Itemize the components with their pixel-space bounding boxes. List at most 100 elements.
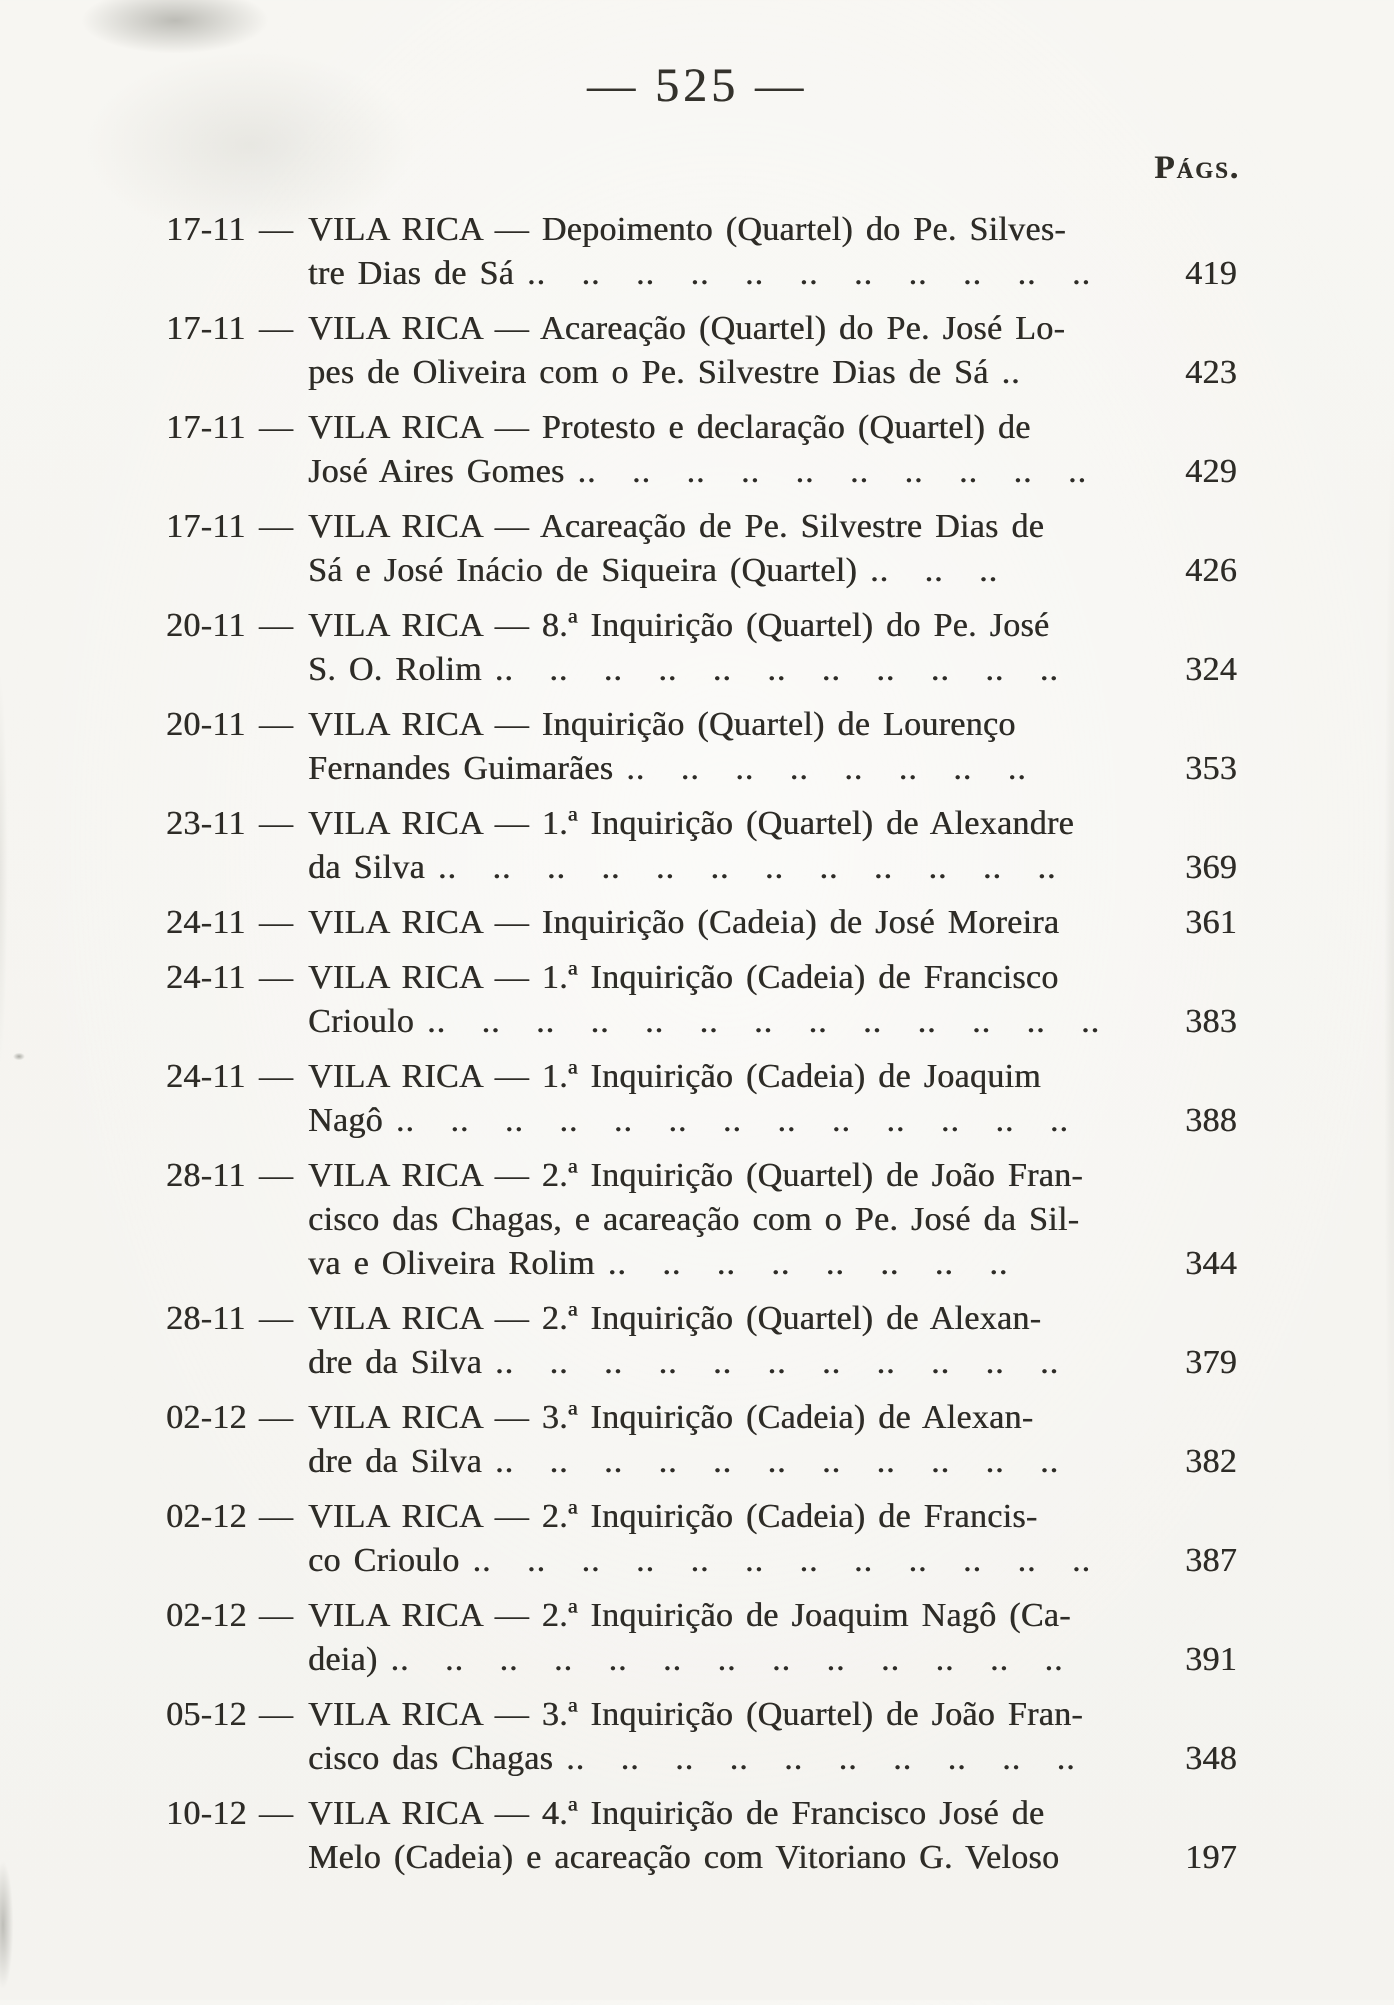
entry-dash: — bbox=[258, 1498, 294, 1535]
entry-line: Crioulo .. .. .. .. .. .. .. .. .. .. .. … bbox=[308, 1000, 1138, 1044]
entry-line-text: Melo (Cadeia) e acareação com Vitoriano … bbox=[308, 1839, 1060, 1876]
entry-line: cisco das Chagas, e acareação com o Pe. … bbox=[308, 1198, 1138, 1242]
leader-dots: .. .. .. .. .. .. .. .. bbox=[626, 750, 1027, 787]
toc-list: 17-11 — VILA RICA — Depoimento (Quartel)… bbox=[166, 208, 1237, 1891]
entry-dash: — bbox=[258, 409, 294, 446]
toc-entry: 28-11 — VILA RICA — 2.ª Inquirição (Quar… bbox=[166, 1154, 1237, 1286]
entry-text: VILA RICA — 3.ª Inquirição (Cadeia) de A… bbox=[308, 1396, 1138, 1484]
entry-line-text: VILA RICA — Inquirição (Cadeia) de José … bbox=[308, 904, 1060, 941]
entry-line-text: cisco das Chagas, e acareação com o Pe. … bbox=[308, 1201, 1080, 1238]
entry-page-number: 361 bbox=[1185, 904, 1237, 941]
entry-line-text: VILA RICA — 3.ª Inquirição (Quartel) de … bbox=[308, 1696, 1083, 1733]
entry-line-text: pes de Oliveira com o Pe. Silvestre Dias… bbox=[308, 354, 989, 391]
entry-page-number: 388 bbox=[1185, 1102, 1237, 1139]
entry-line-text: VILA RICA — Acareação de Pe. Silvestre D… bbox=[308, 508, 1045, 545]
entry-line-text: dre da Silva bbox=[308, 1443, 482, 1480]
toc-entry: 17-11 — VILA RICA — Acareação de Pe. Sil… bbox=[166, 505, 1237, 593]
leader-dots: .. .. .. .. .. .. .. .. .. .. .. bbox=[495, 1443, 1059, 1480]
entry-line: Sá e José Inácio de Siqueira (Quartel)..… bbox=[308, 549, 1138, 593]
entry-date: 24-11 bbox=[166, 959, 246, 996]
toc-entry: 10-12 — VILA RICA — 4.ª Inquirição de Fr… bbox=[166, 1792, 1237, 1880]
entry-line: va e Oliveira Rolim .. .. .. .. .. .. .. … bbox=[308, 1242, 1138, 1286]
entry-line-text: VILA RICA — 2.ª Inquirição (Quartel) de … bbox=[308, 1157, 1083, 1194]
leader-dots: .. .. .. .. .. .. .. .. .. .. .. .. .. bbox=[390, 1641, 1064, 1678]
entry-date: 28-11 bbox=[166, 1157, 246, 1194]
entry-dash: — bbox=[258, 1696, 294, 1733]
entry-page-number: 391 bbox=[1185, 1641, 1237, 1678]
toc-entry: 17-11 — VILA RICA — Protesto e declaraçã… bbox=[166, 406, 1237, 494]
entry-text: VILA RICA — Acareação de Pe. Silvestre D… bbox=[308, 505, 1138, 593]
entry-line: pes de Oliveira com o Pe. Silvestre Dias… bbox=[308, 351, 1138, 395]
entry-line-text: VILA RICA — 8.ª Inquirição (Quartel) do … bbox=[308, 607, 1050, 644]
leader-dots: .. .. .. .. .. .. .. .. .. .. .. .. .. bbox=[427, 1003, 1100, 1040]
entry-dash: — bbox=[258, 904, 294, 941]
entry-text: VILA RICA — Protesto e declaração (Quart… bbox=[308, 406, 1138, 494]
entry-page-number: 344 bbox=[1185, 1245, 1237, 1282]
toc-entry: 17-11 — VILA RICA — Depoimento (Quartel)… bbox=[166, 208, 1237, 296]
entry-dash: — bbox=[258, 310, 294, 347]
entry-date: 05-12 bbox=[166, 1696, 247, 1733]
page-number-header: — 525 — bbox=[587, 59, 807, 112]
leader-dots: .. bbox=[1001, 354, 1021, 391]
entry-line: VILA RICA — 1.ª Inquirição (Cadeia) de J… bbox=[308, 1055, 1138, 1099]
entry-line-text: VILA RICA — 1.ª Inquirição (Quartel) de … bbox=[308, 805, 1074, 842]
toc-entry: 02-12 — VILA RICA — 3.ª Inquirição (Cade… bbox=[166, 1396, 1237, 1484]
entry-line: VILA RICA — 3.ª Inquirição (Cadeia) de A… bbox=[308, 1396, 1138, 1440]
toc-entry: 20-11 — VILA RICA — 8.ª Inquirição (Quar… bbox=[166, 604, 1237, 692]
entry-dash: — bbox=[258, 1399, 294, 1436]
entry-line: VILA RICA — 4.ª Inquirição de Francisco … bbox=[308, 1792, 1138, 1836]
entry-dash: — bbox=[258, 508, 294, 545]
entry-date: 24-11 bbox=[166, 1058, 246, 1095]
entry-line: VILA RICA — Depoimento (Quartel) do Pe. … bbox=[308, 208, 1138, 252]
entry-dash: — bbox=[258, 1058, 294, 1095]
entry-line: VILA RICA — Inquirição (Cadeia) de José … bbox=[308, 901, 1138, 945]
entry-line: da Silva .. .. .. .. .. .. .. .. .. .. ..… bbox=[308, 846, 1138, 890]
entry-date: 23-11 bbox=[166, 805, 246, 842]
entry-line-text: VILA RICA — 4.ª Inquirição de Francisco … bbox=[308, 1795, 1045, 1832]
entry-line: VILA RICA — 2.ª Inquirição (Quartel) de … bbox=[308, 1154, 1138, 1198]
entry-line-text: deia) bbox=[308, 1641, 378, 1678]
entry-line-text: dre da Silva bbox=[308, 1344, 482, 1381]
entry-line-text: va e Oliveira Rolim bbox=[308, 1245, 595, 1282]
entry-text: VILA RICA — 1.ª Inquirição (Cadeia) de F… bbox=[308, 956, 1138, 1044]
toc-entry: 20-11 — VILA RICA — Inquirição (Quartel)… bbox=[166, 703, 1237, 791]
leader-dots: .. .. .. .. .. .. .. .. .. .. bbox=[577, 453, 1087, 490]
entry-line: Melo (Cadeia) e acareação com Vitoriano … bbox=[308, 1836, 1138, 1880]
entry-dash: — bbox=[258, 1795, 294, 1832]
entry-text: VILA RICA — 2.ª Inquirição de Joaquim Na… bbox=[308, 1594, 1138, 1682]
entry-line: José Aires Gomes .. .. .. .. .. .. .. .. … bbox=[308, 450, 1138, 494]
entry-dash: — bbox=[258, 607, 294, 644]
leader-dots: .. .. .. .. .. .. .. .. .. .. .. bbox=[526, 255, 1091, 292]
entry-date: 02-12 bbox=[166, 1597, 247, 1634]
entry-dash: — bbox=[258, 805, 294, 842]
entry-date: 17-11 bbox=[166, 310, 246, 347]
entry-line-text: VILA RICA — 1.ª Inquirição (Cadeia) de F… bbox=[308, 959, 1059, 996]
entry-line-text: VILA RICA — Acareação (Quartel) do Pe. J… bbox=[308, 310, 1066, 347]
entry-line-text: S. O. Rolim bbox=[308, 651, 482, 688]
entry-dash: — bbox=[258, 1597, 294, 1634]
entry-line: S. O. Rolim .. .. .. .. .. .. .. .. .. ..… bbox=[308, 648, 1138, 692]
entry-dash: — bbox=[258, 959, 294, 996]
entry-line-text: José Aires Gomes bbox=[308, 453, 565, 490]
leader-dots: .. .. .. .. .. .. .. .. .. .. .. .. bbox=[437, 849, 1057, 886]
toc-entry: 28-11 — VILA RICA — 2.ª Inquirição (Quar… bbox=[166, 1297, 1237, 1385]
entry-line: VILA RICA — 3.ª Inquirição (Quartel) de … bbox=[308, 1693, 1138, 1737]
leader-dots: .. .. .. .. .. .. .. .. bbox=[607, 1245, 1009, 1282]
entry-text: VILA RICA — 2.ª Inquirição (Cadeia) de F… bbox=[308, 1495, 1138, 1583]
entry-line: VILA RICA — 8.ª Inquirição (Quartel) do … bbox=[308, 604, 1138, 648]
entry-page-number: 353 bbox=[1185, 750, 1237, 787]
entry-dash: — bbox=[258, 211, 294, 248]
entry-line-text: VILA RICA — 2.ª Inquirição (Quartel) de … bbox=[308, 1300, 1042, 1337]
entry-line-text: Nagô bbox=[308, 1102, 383, 1139]
scan-smudge bbox=[1382, 280, 1394, 1730]
entry-date: 24-11 bbox=[166, 904, 246, 941]
leader-dots: .. .. .. .. .. .. .. .. .. .. .. .. .. bbox=[395, 1102, 1069, 1139]
entry-line-text: VILA RICA — Protesto e declaração (Quart… bbox=[308, 409, 1031, 446]
entry-date: 10-12 bbox=[166, 1795, 247, 1832]
entry-line: VILA RICA — 2.ª Inquirição (Quartel) de … bbox=[308, 1297, 1138, 1341]
entry-dash: — bbox=[258, 1157, 294, 1194]
entry-text: VILA RICA — 3.ª Inquirição (Quartel) de … bbox=[308, 1693, 1138, 1781]
entry-line: VILA RICA — 1.ª Inquirição (Cadeia) de F… bbox=[308, 956, 1138, 1000]
entry-page-number: 348 bbox=[1185, 1740, 1237, 1777]
toc-entry: 05-12 — VILA RICA — 3.ª Inquirição (Quar… bbox=[166, 1693, 1237, 1781]
